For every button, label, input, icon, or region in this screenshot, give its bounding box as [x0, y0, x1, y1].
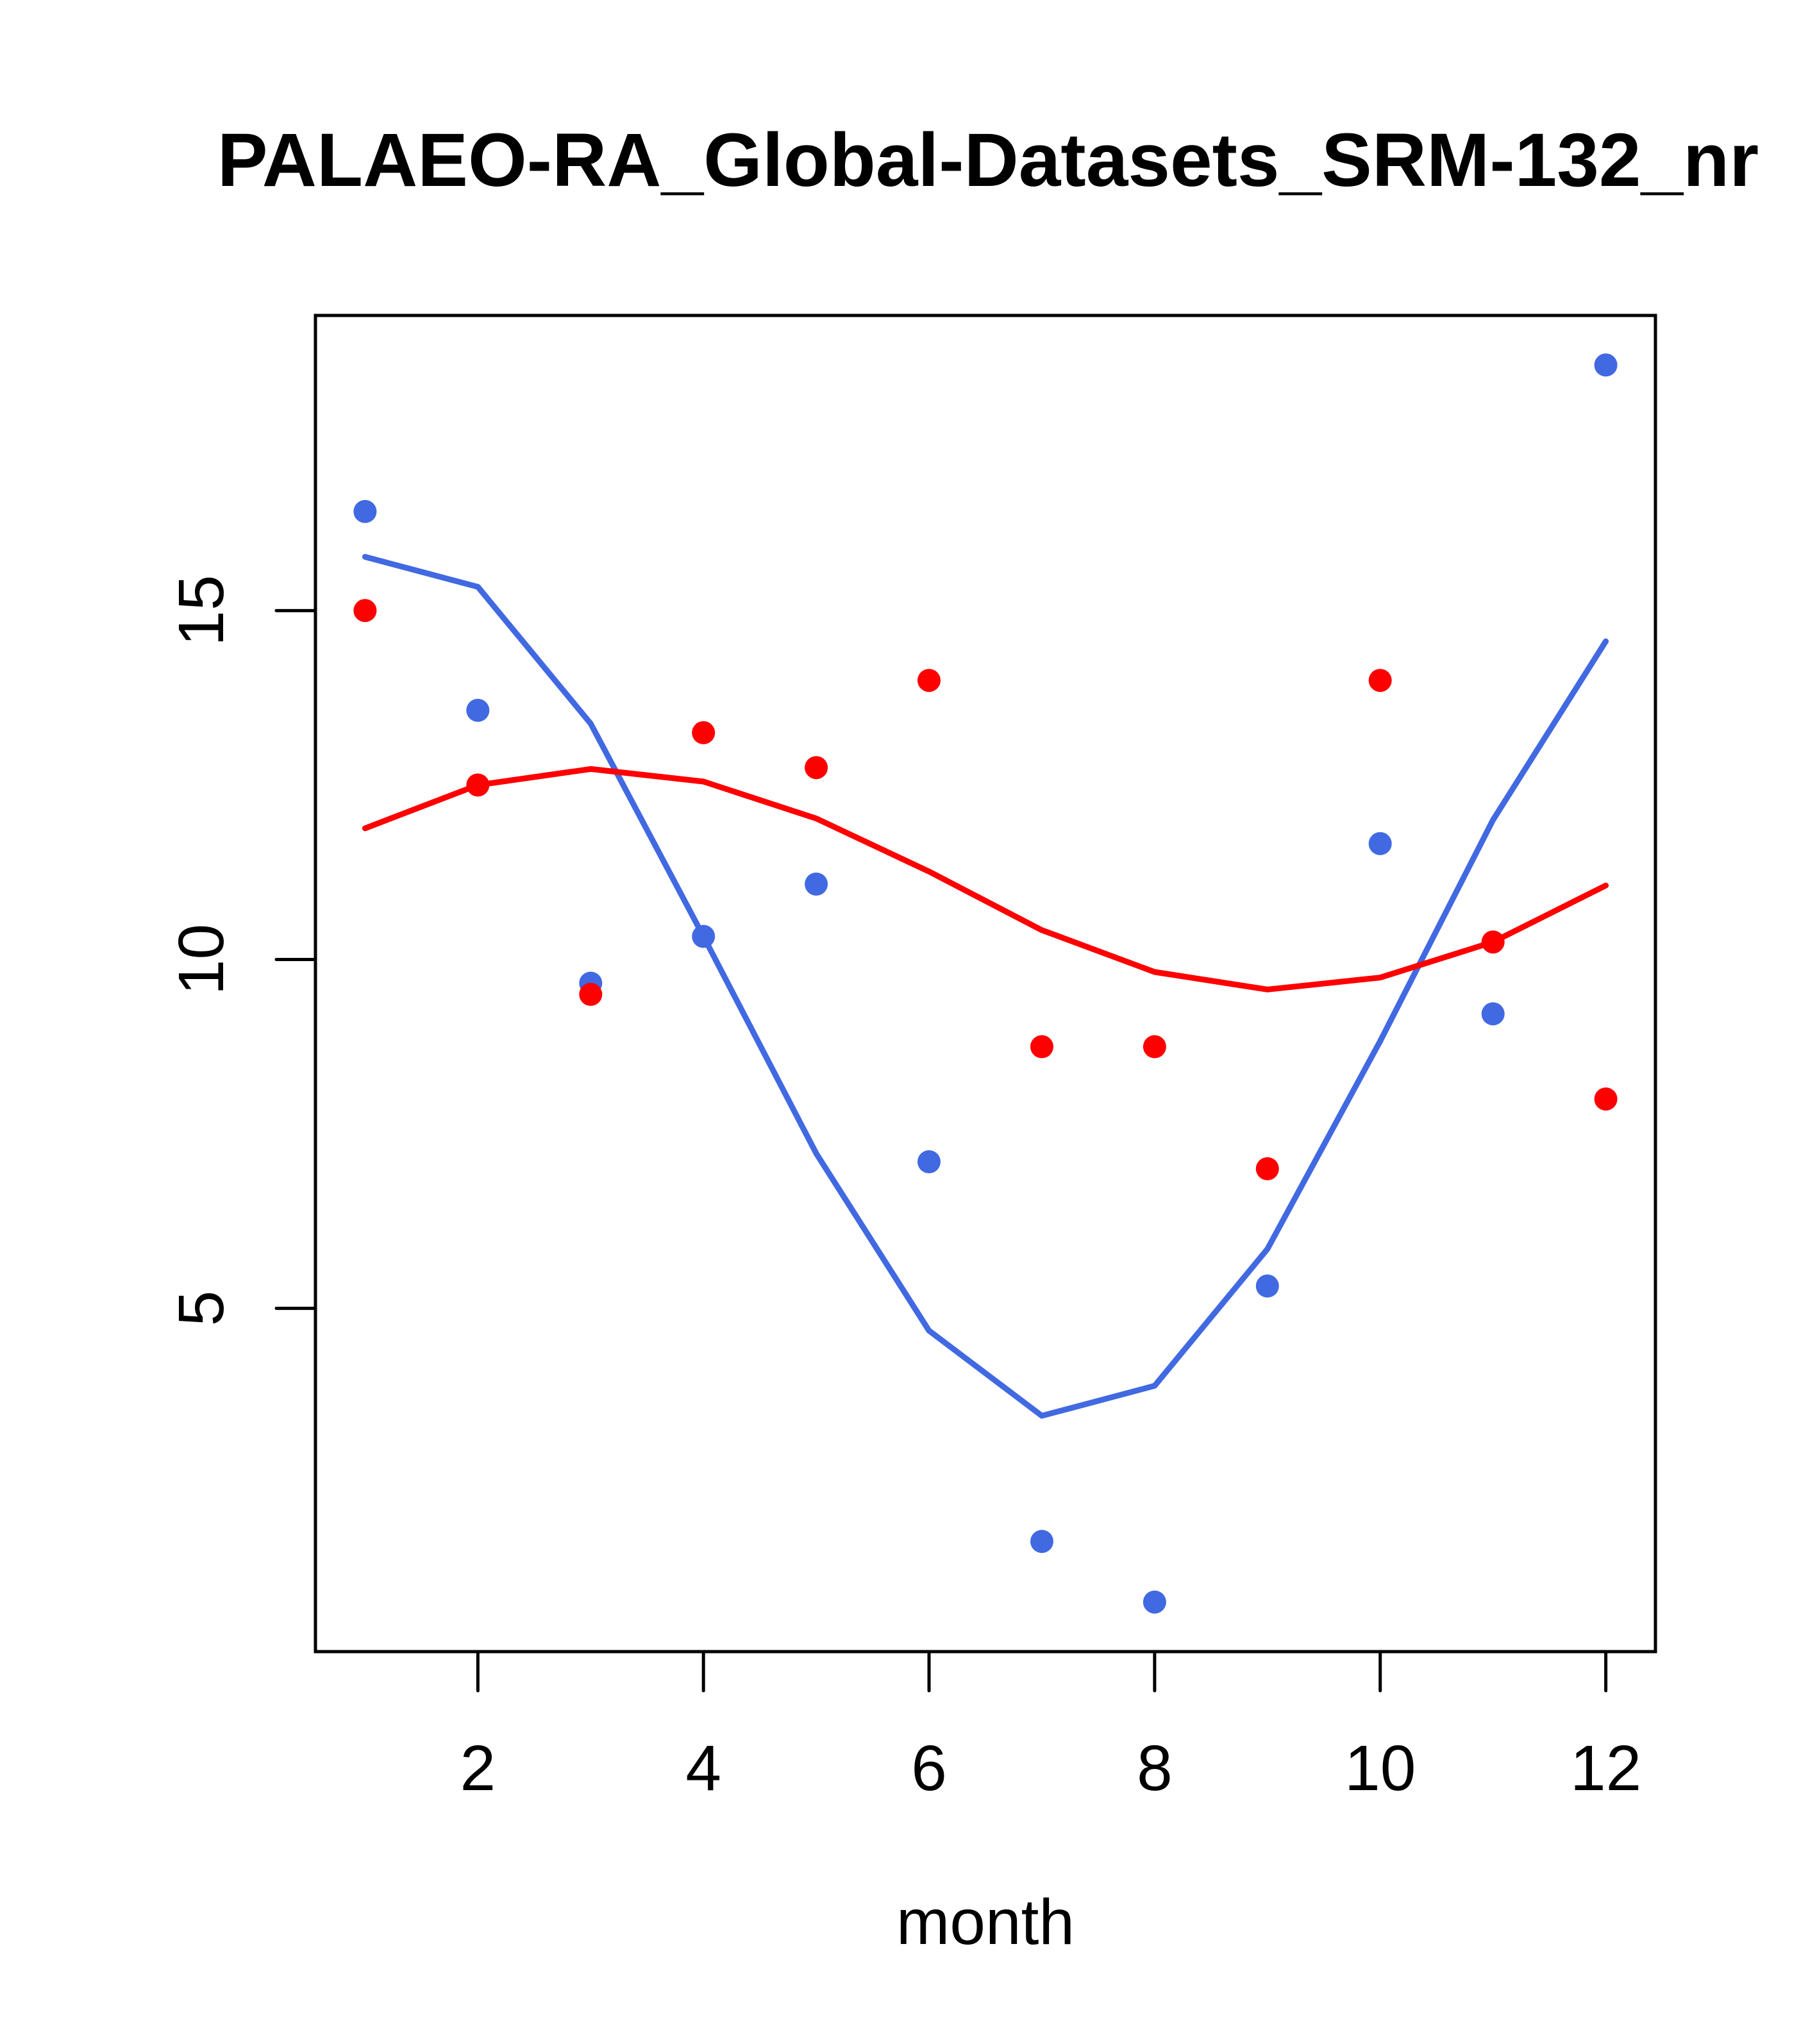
x-tick-label: 6 [911, 1732, 947, 1804]
blue-line-series [362, 554, 1609, 1419]
red-point-point [1594, 1087, 1618, 1111]
x-tick-label: 4 [685, 1732, 721, 1804]
blue-line [362, 554, 1609, 1419]
blue-point-point [805, 872, 828, 896]
blue-point-point [1368, 832, 1392, 855]
x-tick-label: 2 [460, 1732, 496, 1804]
red-point-point [1255, 1157, 1279, 1180]
blue-point-point [466, 698, 490, 722]
red-point-point [579, 982, 603, 1006]
blue-point-point [353, 499, 377, 523]
x-axis: 2 4 6 8 10 12 [460, 1650, 1641, 1804]
series-layer [353, 353, 1618, 1614]
blue-point-point [1481, 1002, 1505, 1026]
red-point-point [1030, 1035, 1053, 1059]
y-axis: 5 10 15 [165, 575, 317, 1327]
blue-point-point [1030, 1530, 1053, 1554]
blue-point-point [917, 1150, 941, 1173]
blue-point-point [1594, 353, 1618, 377]
red-point-point [1368, 669, 1392, 692]
red-line [362, 766, 1609, 993]
chart-title: PALAEO-RA_Global-Datasets_SRM-132_nr [217, 118, 1759, 203]
red-point-point [353, 599, 377, 623]
x-tick-label: 10 [1344, 1732, 1416, 1804]
y-tick-label: 5 [165, 1291, 237, 1327]
x-axis-label: month [896, 1886, 1075, 1958]
red-point-point [692, 721, 716, 744]
blue-point-point [1255, 1274, 1279, 1298]
y-tick-label: 10 [165, 924, 237, 995]
red-line-series [362, 766, 1609, 993]
red-point-point [805, 756, 828, 780]
red-point-point [917, 669, 941, 692]
y-tick-label: 15 [165, 575, 237, 646]
red-point-point [1143, 1035, 1166, 1059]
blue-point-point [1143, 1590, 1166, 1614]
x-tick-label: 12 [1570, 1732, 1641, 1804]
x-tick-label: 8 [1137, 1732, 1173, 1804]
